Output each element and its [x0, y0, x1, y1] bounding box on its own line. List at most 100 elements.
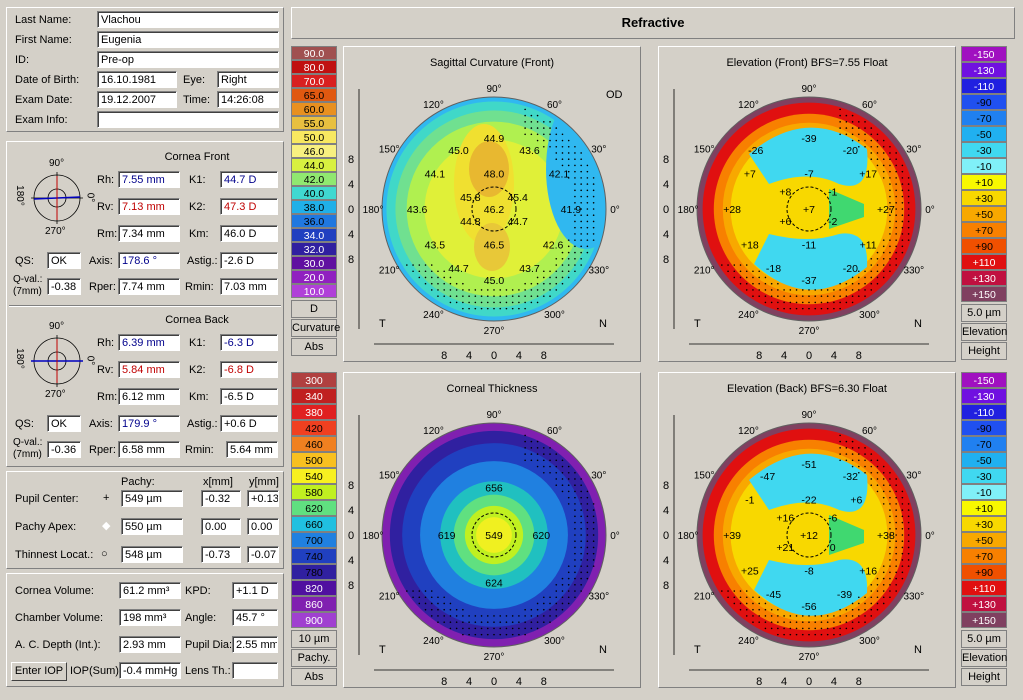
scale-value: +130 [961, 596, 1007, 612]
x-tick: 0 [806, 676, 812, 688]
scale-value: -50 [961, 452, 1007, 468]
scale-value: +130 [961, 270, 1007, 286]
thinnest-field: 548 µm [121, 546, 183, 563]
degree-label: 60° [862, 426, 877, 437]
kpd-field: +1.1 D [232, 582, 278, 599]
front-qs-label: QS: [15, 255, 34, 267]
map-value: +25 [741, 565, 759, 577]
cornea-panel: Cornea Front 90° 270° 180° 0° Rh: 7.55 m… [6, 141, 284, 467]
degree-label: 0° [925, 205, 935, 216]
back-deg-180: 180° [13, 348, 25, 369]
scale-value: 820 [291, 580, 337, 596]
x-tick: 4 [831, 676, 837, 688]
pupil-center-icon: + [103, 492, 110, 504]
scale-value: -10 [961, 484, 1007, 500]
map-value: +38 [877, 530, 895, 542]
id-field[interactable]: Pre-op [97, 51, 279, 68]
scale-value: +110 [961, 580, 1007, 596]
scale-value: -90 [961, 420, 1007, 436]
scale-value: +10 [961, 500, 1007, 516]
map-value: -45 [766, 589, 781, 601]
degree-label: 120° [738, 100, 759, 111]
degree-label: 240° [738, 636, 759, 647]
degree-label: 0° [925, 531, 935, 542]
eye-field[interactable]: Right [217, 71, 279, 88]
back-deg-90: 90° [49, 321, 65, 332]
degree-label: 300° [859, 310, 880, 321]
last-name-field[interactable]: Vlachou [97, 11, 279, 28]
topography-map[interactable]: 8 4 0 4 8 8 4 0 4 8 T N 90° 60° 30° 0° 330° 300° 270° 240° 2… [659, 47, 957, 363]
scale-value: +110 [961, 254, 1007, 270]
scale-value: 380 [291, 404, 337, 420]
nasal-label: N [914, 318, 922, 330]
front-astig-label: Astig.: [187, 255, 218, 267]
curv-color-scale: 90.0 80.0 70.0 65.0 60.0 55.0 50.0 46.0 44.0 42.0… [291, 46, 337, 298]
x-tick: 8 [541, 350, 547, 362]
scale-value: 860 [291, 596, 337, 612]
x-tick: 8 [441, 676, 447, 688]
map-value: 45.0 [448, 145, 469, 157]
x-tick: 4 [466, 350, 472, 362]
dob-field[interactable]: 16.10.1981 [97, 71, 177, 88]
degree-label: 210° [694, 592, 715, 603]
degree-label: 240° [423, 310, 444, 321]
exam-date-field[interactable]: 19.12.2007 [97, 91, 177, 108]
back-qs-label: QS: [15, 418, 34, 430]
degree-label: 0° [610, 205, 620, 216]
angle-field: 45.7 ° [232, 609, 278, 626]
pachy-apex-field: 550 µm [121, 518, 183, 535]
cornea-front-title: Cornea Front [164, 151, 230, 163]
back-rm-field: 6.12 mm [118, 388, 180, 405]
degree-label: 30° [906, 471, 921, 482]
y-tick: 4 [348, 555, 354, 567]
scale-value: -110 [961, 78, 1007, 94]
scale-value: 80.0 [291, 60, 337, 74]
degree-label: 90° [486, 410, 501, 421]
map-value: +6 [850, 495, 862, 507]
temporal-label: T [694, 318, 701, 330]
map-value: -56 [801, 601, 816, 613]
degree-label: 120° [423, 100, 444, 111]
map-value: -1 [828, 186, 837, 198]
scale-mode-button[interactable]: Height [961, 342, 1007, 360]
pachy-apex-icon: ◆ [102, 520, 111, 532]
topography-map[interactable]: 8 4 0 4 8 8 4 0 4 8 T N 90° 60° 30° 0° 330° 300° 270° 240° 2… [344, 47, 642, 363]
exam-info-field[interactable] [97, 111, 279, 128]
time-field[interactable]: 14:26:08 [217, 91, 279, 108]
back-axis-label: Axis: [89, 418, 113, 430]
scale-mode-button[interactable]: Height [961, 668, 1007, 686]
scale-mode-button[interactable]: Abs [291, 338, 337, 356]
degree-label: 120° [423, 426, 444, 437]
enter-iop-button[interactable]: Enter IOP [11, 662, 67, 681]
topography-map[interactable]: 8 4 0 4 8 8 4 0 4 8 T N 90° 60° 30° 0° 330° 300° 270° 240° 2… [659, 373, 957, 689]
back-k1-label: K1: [189, 337, 206, 349]
x-tick: 8 [756, 676, 762, 688]
lens-th-field[interactable] [232, 662, 278, 679]
scale-value: 460 [291, 436, 337, 452]
degree-label: 270° [799, 326, 820, 337]
back-qs-field: OK [47, 415, 81, 432]
first-name-field[interactable]: Eugenia [97, 31, 279, 48]
map-panel: Corneal Thickness 8 4 0 4 8 8 4 0 4 8 T N 90° 60° 30° 0°… [343, 372, 641, 688]
refractive-title: Refractive [621, 15, 685, 30]
back-astig-field: +0.6 D [220, 415, 278, 432]
scale-value: 540 [291, 468, 337, 484]
topography-map[interactable]: 8 4 0 4 8 8 4 0 4 8 T N 90° 60° 30° 0° 330° 300° 270° 240° 2… [344, 373, 642, 689]
scale-mode-button[interactable]: Abs [291, 668, 337, 686]
degree-label: 300° [859, 636, 880, 647]
map-value: 44.1 [425, 169, 446, 181]
map-value: 45.8 [460, 192, 481, 204]
scale-value: +90 [961, 238, 1007, 254]
scale-value: 32.0 [291, 242, 337, 256]
map-value: -11 [802, 239, 817, 251]
back-qval-field: -0.36 [47, 441, 81, 458]
y-tick: 8 [663, 154, 669, 166]
scale-value: -130 [961, 388, 1007, 404]
scale-value: -70 [961, 110, 1007, 126]
map-value: 48.0 [484, 169, 505, 181]
elev_front-color-scale: -150 -130 -110 -90 -70 -50 -30 -10 +10 +30 +50 +70 +… [961, 46, 1007, 302]
back-rv-field: 5.84 mm [118, 361, 180, 378]
cornea-volume-field: 61.2 mm³ [119, 582, 181, 599]
scale-value: 60.0 [291, 102, 337, 116]
scale-value: -90 [961, 94, 1007, 110]
